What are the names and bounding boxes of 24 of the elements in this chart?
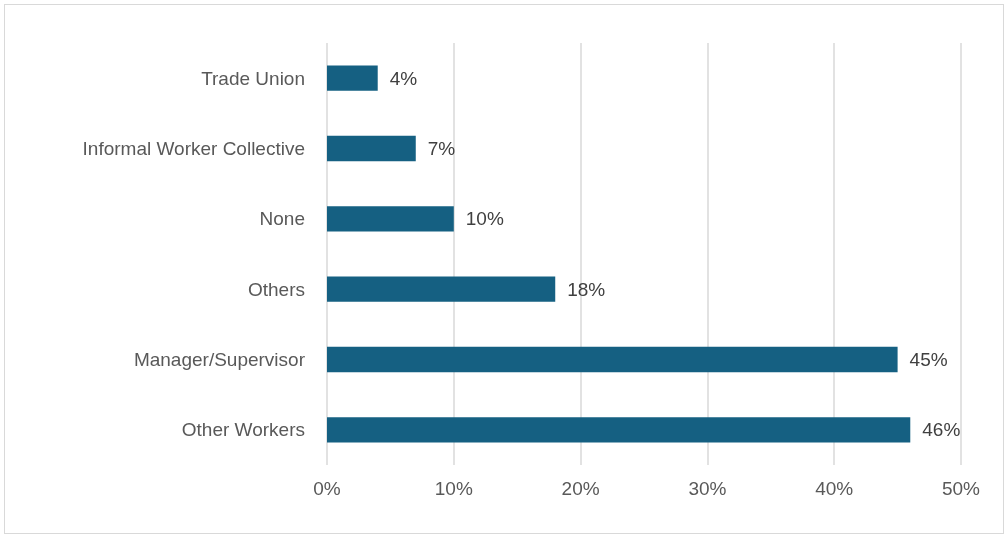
bar: [327, 206, 454, 232]
y-tick-label: Other Workers: [181, 419, 305, 441]
bar: [327, 135, 416, 162]
data-label: 45%: [909, 349, 948, 370]
y-tick-label: Manager/Supervisor: [133, 349, 306, 370]
x-tick-label: 30%: [688, 478, 727, 499]
y-tick-label: Others: [247, 278, 305, 300]
x-tick-label: 40%: [815, 478, 854, 499]
bar: [327, 276, 556, 302]
data-label: 7%: [427, 138, 456, 159]
bar: [327, 346, 898, 373]
x-tick-label: 10%: [434, 478, 473, 499]
x-tick-label: 50%: [941, 478, 981, 499]
y-tick-label: None: [259, 208, 305, 230]
bar: [327, 417, 911, 443]
x-tick-label: 0%: [313, 478, 341, 499]
data-label: 46%: [922, 419, 961, 441]
y-tick-label: Trade Union: [201, 67, 305, 89]
data-label: 18%: [567, 278, 606, 300]
bar: [327, 65, 378, 91]
x-tick-label: 20%: [561, 478, 600, 499]
data-label: 4%: [389, 67, 418, 89]
y-tick-label: Informal Worker Collective: [82, 138, 305, 159]
data-label: 10%: [465, 208, 504, 230]
